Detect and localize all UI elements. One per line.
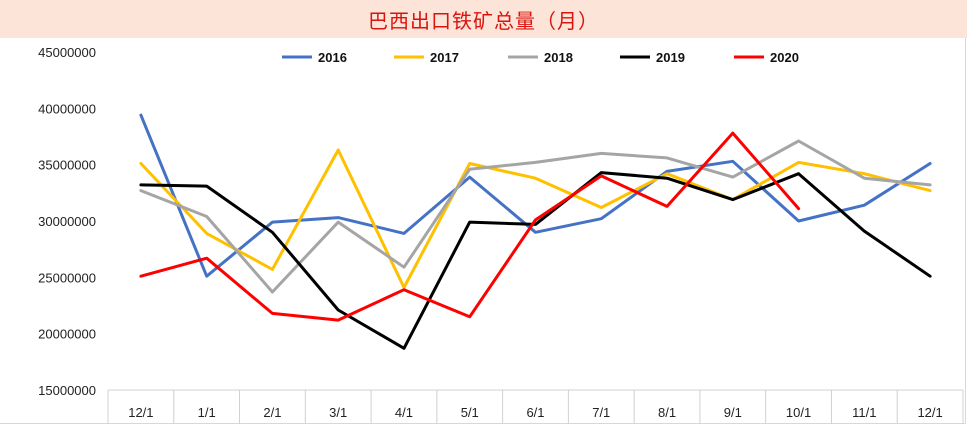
x-tick-label: 6/1 bbox=[526, 405, 544, 420]
chart-title: 巴西出口铁矿总量（月） bbox=[368, 8, 599, 33]
x-tick-label: 3/1 bbox=[329, 405, 347, 420]
x-tick-label: 9/1 bbox=[724, 405, 742, 420]
x-tick-label: 5/1 bbox=[461, 405, 479, 420]
legend-item-2016: 2016 bbox=[282, 50, 347, 65]
x-tick-label: 11/1 bbox=[852, 405, 876, 420]
x-tick-label: 4/1 bbox=[395, 405, 413, 420]
y-tick-label: 45000000 bbox=[38, 45, 96, 60]
axes: 15000000 20000000 25000000 30000000 35000000… bbox=[38, 45, 964, 424]
legend-label: 2020 bbox=[770, 50, 799, 65]
legend-label: 2018 bbox=[544, 50, 573, 65]
x-tick-label: 12/1 bbox=[128, 405, 153, 420]
legend-item-2017: 2017 bbox=[394, 50, 459, 65]
series-line-2017 bbox=[139, 148, 932, 289]
y-tick-label: 40000000 bbox=[38, 101, 96, 116]
series-line-2018 bbox=[139, 139, 932, 294]
series-lines bbox=[139, 113, 932, 350]
y-tick-label: 20000000 bbox=[38, 327, 96, 342]
legend-item-2019: 2019 bbox=[620, 50, 685, 65]
x-tick-label: 10/1 bbox=[786, 405, 811, 420]
y-tick-label: 30000000 bbox=[38, 214, 96, 229]
chart-frame bbox=[0, 38, 966, 424]
x-tick-label: 2/1 bbox=[263, 405, 281, 420]
series-line-2016 bbox=[139, 113, 932, 278]
y-tick-label: 35000000 bbox=[38, 158, 96, 173]
legend-label: 2016 bbox=[318, 50, 347, 65]
x-tick-label: 12/1 bbox=[917, 405, 942, 420]
x-tick-label: 8/1 bbox=[658, 405, 676, 420]
legend-item-2020: 2020 bbox=[734, 50, 799, 65]
chart-title-bar: 巴西出口铁矿总量（月） bbox=[0, 0, 967, 38]
legend-label: 2019 bbox=[656, 50, 685, 65]
series-line-2020 bbox=[139, 131, 801, 322]
legend: 2016 2017 2018 2019 2020 bbox=[282, 50, 799, 65]
y-tick-label: 25000000 bbox=[38, 270, 96, 285]
series-line-2019 bbox=[139, 171, 932, 350]
x-tick-label: 7/1 bbox=[592, 405, 610, 420]
x-tick-label: 1/1 bbox=[198, 405, 216, 420]
legend-label: 2017 bbox=[430, 50, 459, 65]
y-tick-label: 15000000 bbox=[38, 383, 96, 398]
legend-item-2018: 2018 bbox=[508, 50, 573, 65]
